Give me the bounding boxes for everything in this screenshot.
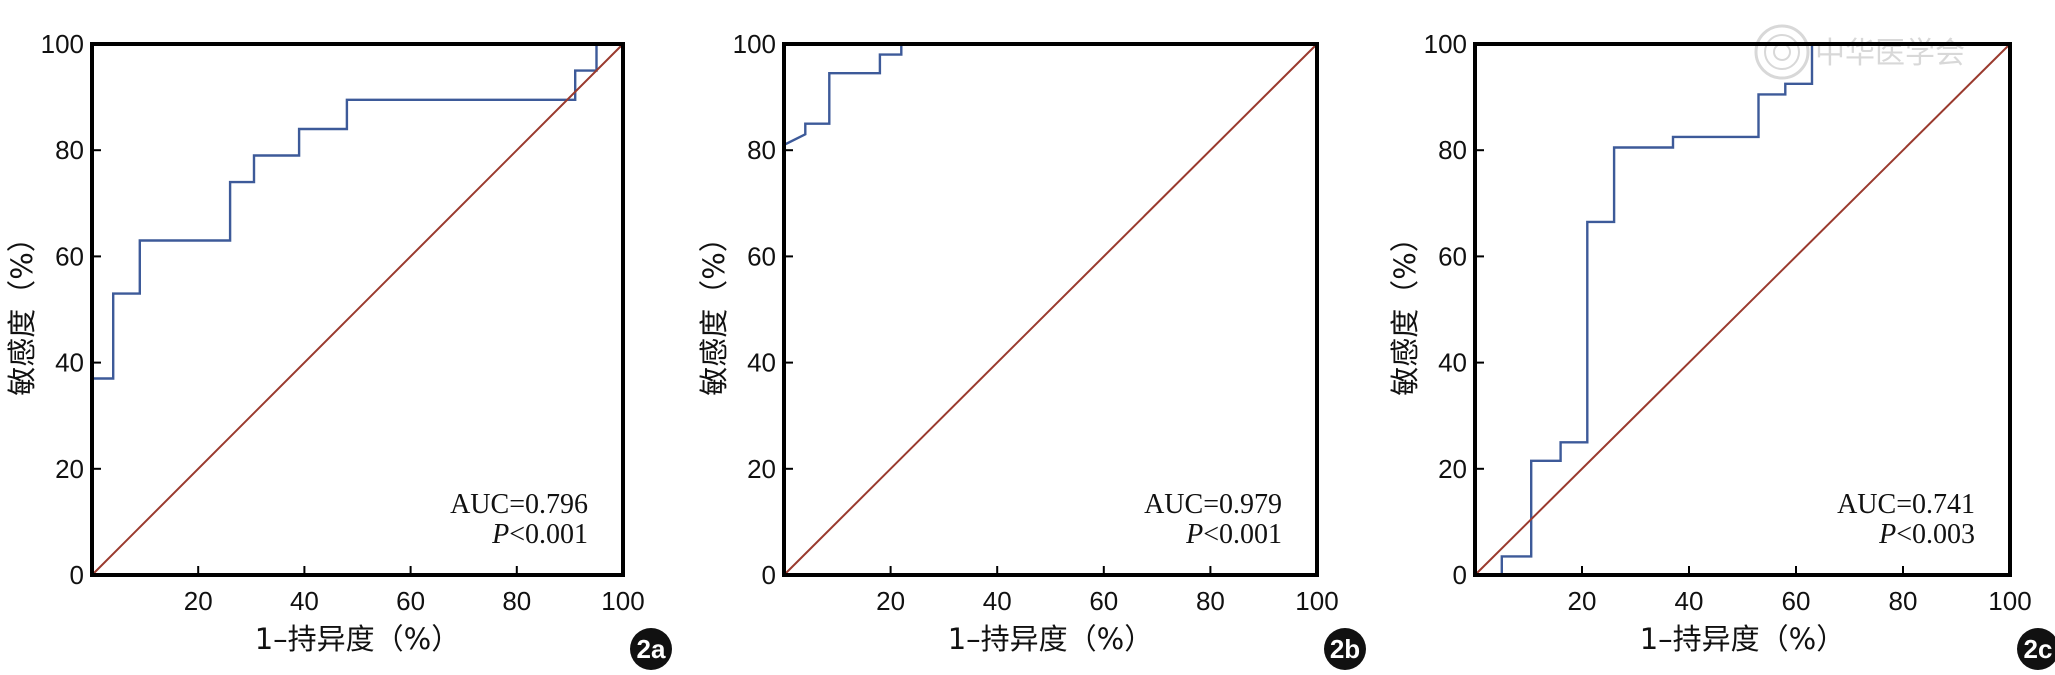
y-tick-label: 0 xyxy=(762,560,776,590)
x-tick-label: 80 xyxy=(1196,586,1225,616)
roc-curve-line xyxy=(90,42,623,575)
roc-curve-line xyxy=(782,42,1317,575)
p-value-symbol: P xyxy=(1185,519,1203,550)
plot-frame xyxy=(782,42,1319,577)
auc-annotation: AUC=0.741 xyxy=(1837,489,1975,520)
y-tick-label: 100 xyxy=(41,29,84,59)
y-tick-label: 80 xyxy=(747,135,776,165)
x-tick-label: 60 xyxy=(1089,586,1118,616)
y-axis-label: 敏感度（%） xyxy=(1388,223,1422,396)
chart-panel-2a: 0 20 40 60 80 100 20 40 60 80 100 1–持异度（%） 敏感度（%） AUC… xyxy=(5,29,672,670)
y-axis-label: 敏感度（%） xyxy=(5,223,39,396)
x-axis-label: 1–持异度（%） xyxy=(948,622,1154,656)
y-tick-label: 60 xyxy=(1438,241,1467,271)
seal-icon xyxy=(1754,24,1810,80)
reference-diagonal-line xyxy=(91,43,624,576)
p-value-annotation: P<0.003 xyxy=(1878,519,1975,550)
y-tick-label: 0 xyxy=(70,560,84,590)
x-axis-label: 1–持异度（%） xyxy=(255,622,461,656)
p-value-annotation: P<0.001 xyxy=(1185,519,1282,550)
x-axis-label: 1–持异度（%） xyxy=(1640,622,1846,656)
panel-badge-label: 2b xyxy=(1330,634,1360,664)
watermark-text: 中华医学会 xyxy=(1815,36,1965,71)
p-value-text: <0.001 xyxy=(509,519,588,550)
y-tick-label: 40 xyxy=(55,348,84,378)
x-tick-label: 20 xyxy=(876,586,905,616)
y-tick-label: 100 xyxy=(1424,29,1467,59)
p-value-symbol: P xyxy=(1878,519,1896,550)
y-tick-label: 40 xyxy=(1438,348,1467,378)
x-tick-label: 80 xyxy=(1889,586,1918,616)
chart-panel-2b: 0 20 40 60 80 100 20 40 60 80 100 1–持异度（%） 敏感度（%） AUC… xyxy=(697,29,1366,670)
y-tick-label: 80 xyxy=(55,135,84,165)
x-tick-label: 40 xyxy=(983,586,1012,616)
x-tick-label: 80 xyxy=(502,586,531,616)
roc-curve-line xyxy=(1475,42,2010,577)
y-tick-label: 80 xyxy=(1438,135,1467,165)
panel-badge-label: 2c xyxy=(2024,634,2053,664)
p-value-text: <0.003 xyxy=(1896,519,1975,550)
plot-frame xyxy=(1473,42,2012,577)
chart-panel-2c: 0 20 40 60 80 100 20 40 60 80 100 1–持异度（%） 敏感度（%） AUC… xyxy=(1388,29,2055,670)
panel-badge xyxy=(630,628,672,670)
reference-diagonal-line xyxy=(1474,43,2011,576)
watermark: 中华医学会 xyxy=(1754,24,1965,80)
y-tick-label: 60 xyxy=(747,241,776,271)
x-tick-label: 40 xyxy=(1675,586,1704,616)
x-tick-label: 20 xyxy=(184,586,213,616)
y-tick-label: 0 xyxy=(1453,560,1467,590)
y-tick-label: 40 xyxy=(747,348,776,378)
reference-diagonal-line xyxy=(783,43,1318,576)
y-tick-label: 20 xyxy=(55,454,84,484)
y-tick-label: 20 xyxy=(1438,454,1467,484)
y-tick-label: 60 xyxy=(55,241,84,271)
x-tick-label: 40 xyxy=(290,586,319,616)
panel-badge xyxy=(2017,628,2055,670)
y-tick-label: 100 xyxy=(733,29,776,59)
plot-frame xyxy=(90,42,625,577)
x-tick-label: 100 xyxy=(1295,586,1338,616)
p-value-symbol: P xyxy=(491,519,509,550)
p-value-text: <0.001 xyxy=(1203,519,1282,550)
x-tick-label: 20 xyxy=(1568,586,1597,616)
p-value-annotation: P<0.001 xyxy=(491,519,588,550)
y-axis-label: 敏感度（%） xyxy=(697,223,731,396)
x-tick-label: 60 xyxy=(396,586,425,616)
y-tick-label: 20 xyxy=(747,454,776,484)
x-tick-label: 100 xyxy=(1988,586,2031,616)
x-tick-label: 100 xyxy=(601,586,644,616)
panel-badge xyxy=(1324,628,1366,670)
panel-badge-label: 2a xyxy=(637,634,666,664)
auc-annotation: AUC=0.979 xyxy=(1144,489,1282,520)
auc-annotation: AUC=0.796 xyxy=(450,489,588,520)
x-tick-label: 60 xyxy=(1782,586,1811,616)
